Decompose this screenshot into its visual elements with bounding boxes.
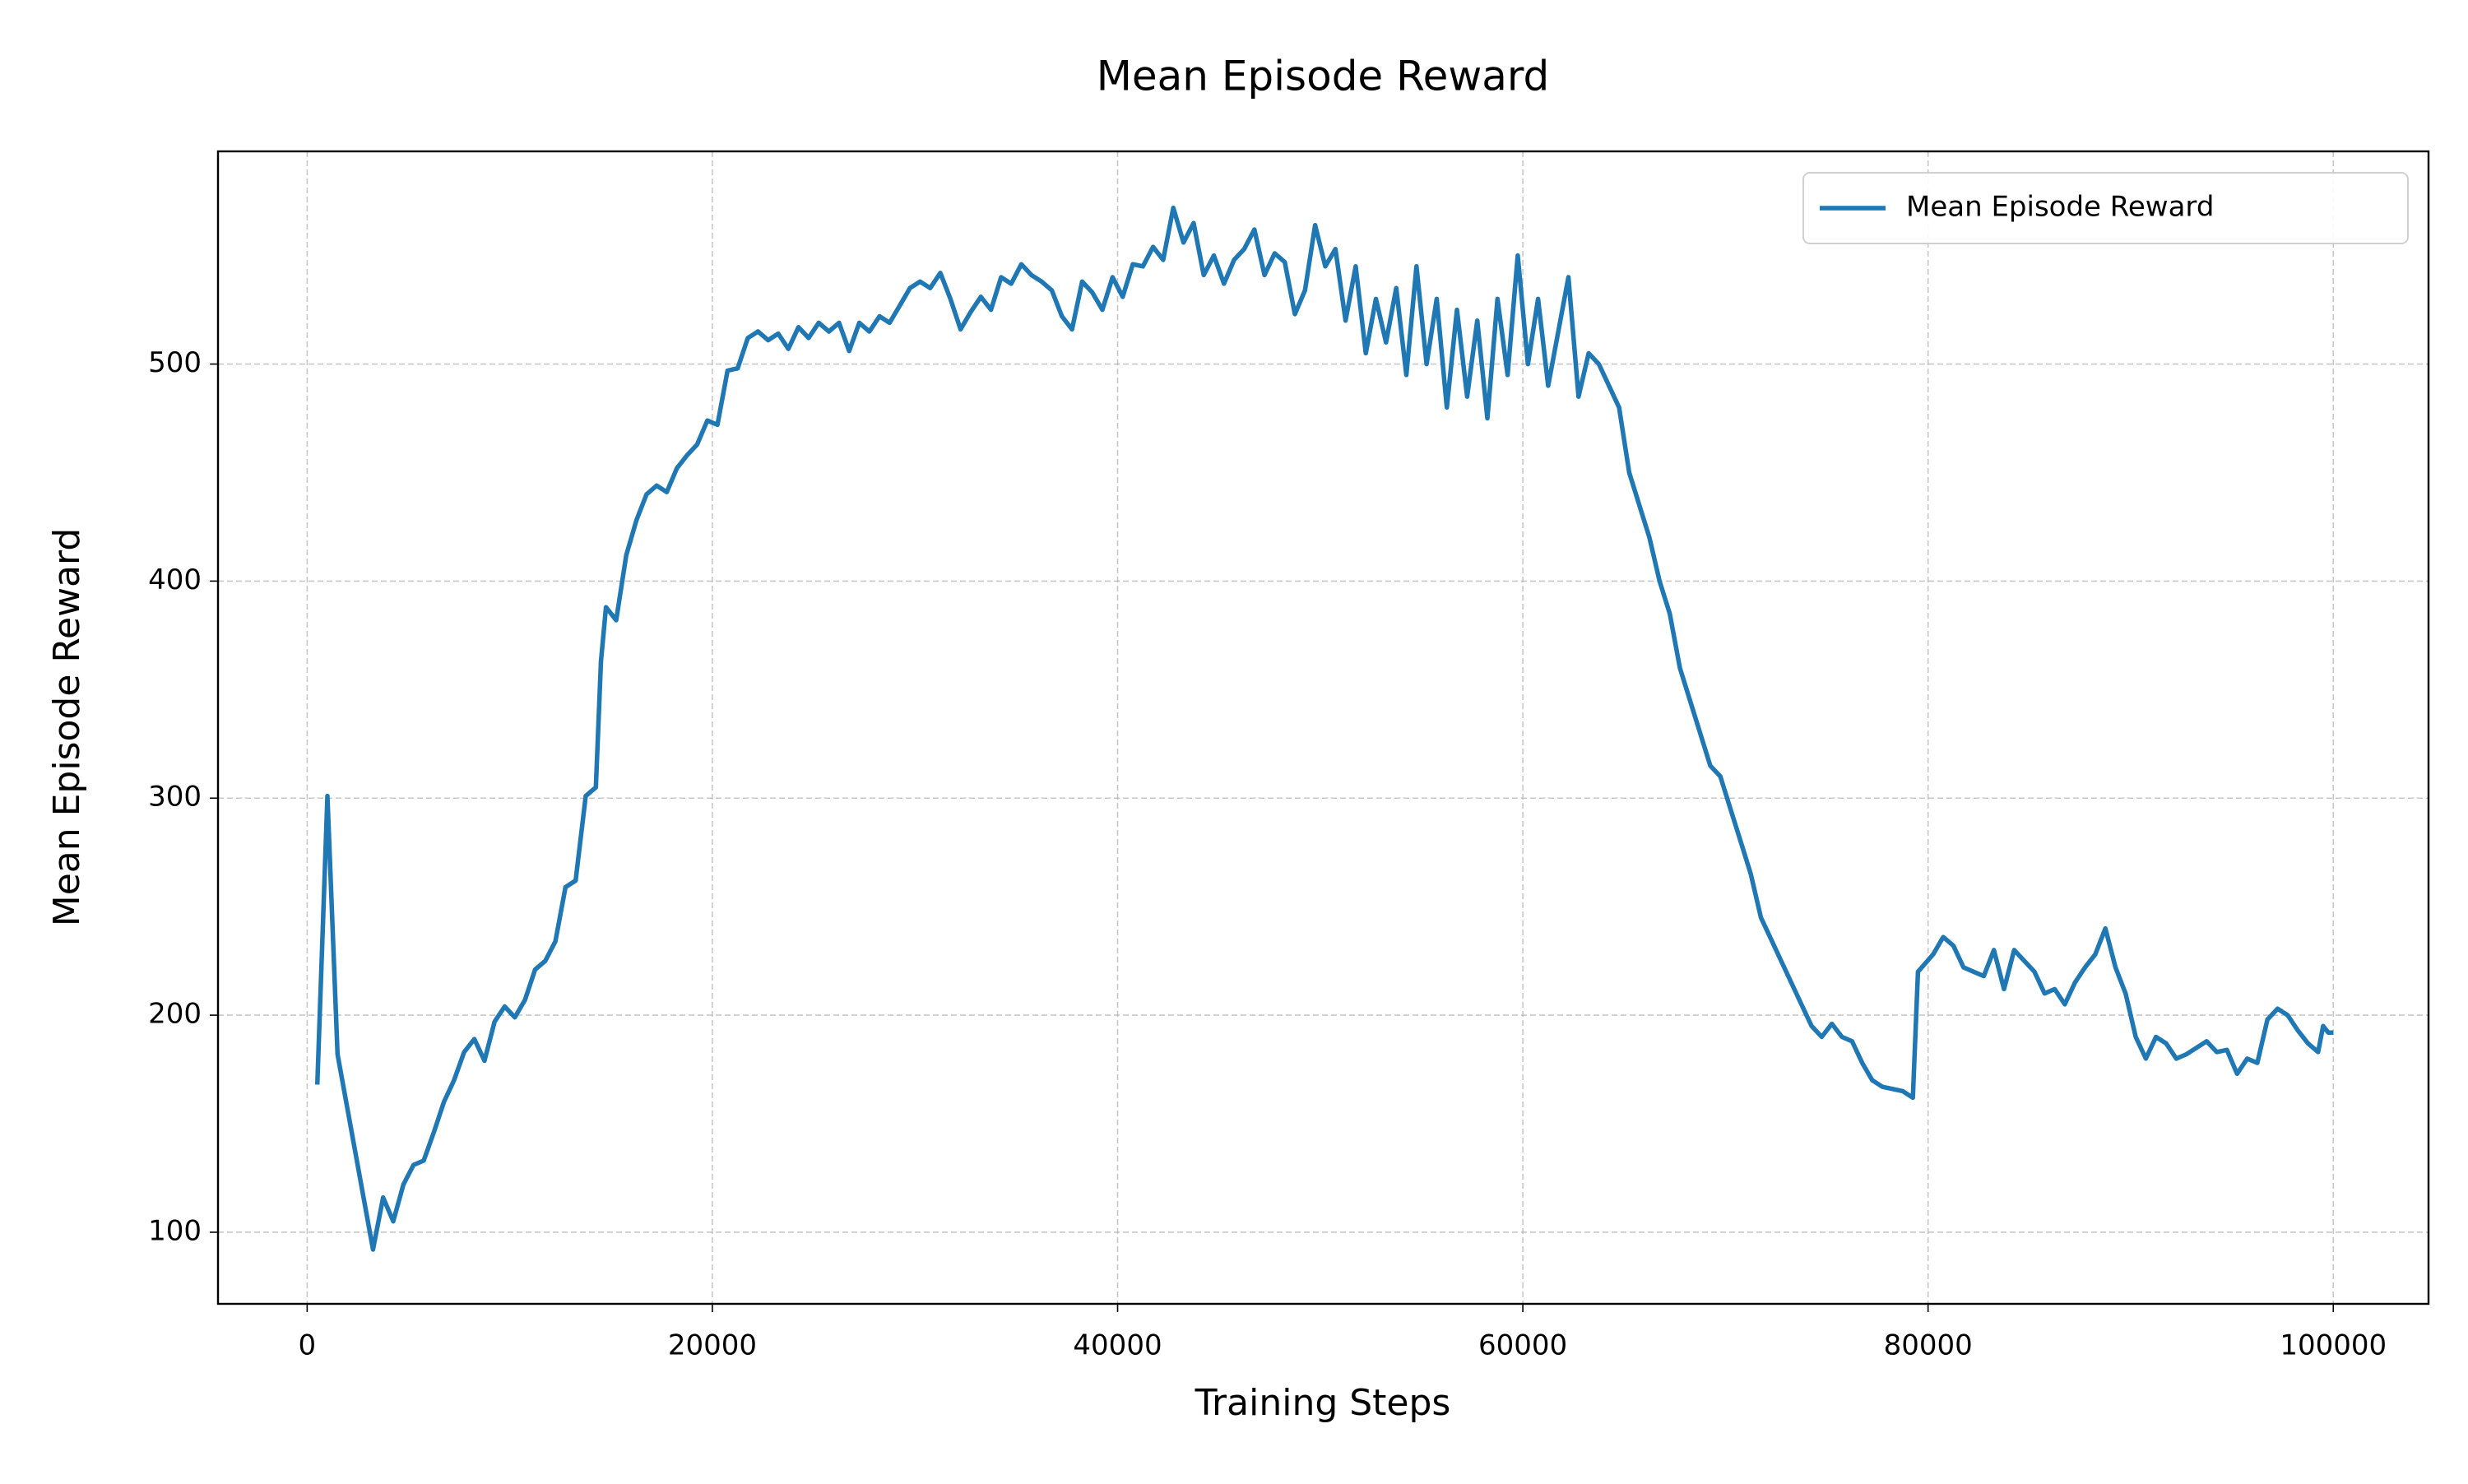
x-tick-label: 100000 — [2280, 1329, 2387, 1362]
x-tick-label: 80000 — [1884, 1329, 1973, 1362]
x-tick-label: 20000 — [668, 1329, 757, 1362]
x-tick-label: 0 — [299, 1329, 317, 1362]
plot-frame — [216, 150, 2430, 1305]
y-tick-label: 400 — [148, 563, 202, 596]
line-series — [314, 205, 2334, 1252]
legend-label: Mean Episode Reward — [1906, 191, 2214, 224]
x-axis-label: Training Steps — [1195, 1382, 1451, 1424]
y-tick-label: 300 — [148, 781, 202, 814]
chart-title: Mean Episode Reward — [1097, 53, 1550, 100]
y-axis-label: Mean Episode Reward — [46, 528, 88, 927]
legend-box — [1802, 172, 2409, 244]
y-tick-label: 200 — [148, 998, 202, 1031]
y-tick-label: 500 — [148, 346, 202, 379]
y-tick-label: 100 — [148, 1214, 202, 1247]
x-tick-label: 40000 — [1073, 1329, 1162, 1362]
x-tick-label: 60000 — [1478, 1329, 1567, 1362]
